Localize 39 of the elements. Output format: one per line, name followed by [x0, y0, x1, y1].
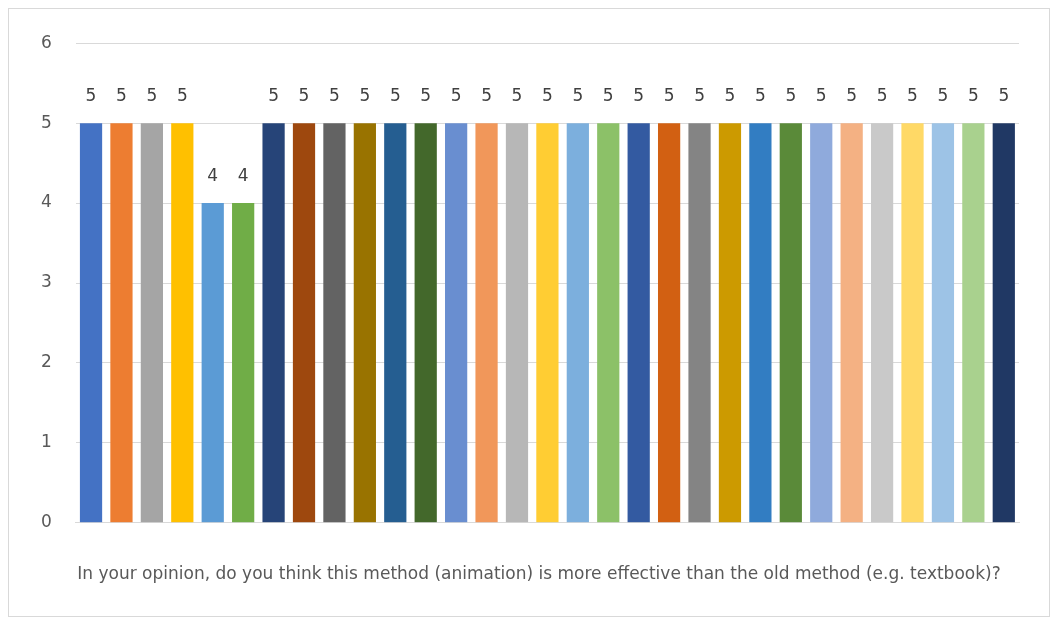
- y-tick-label: 6: [40, 31, 52, 52]
- y-tick-label: 2: [40, 351, 52, 372]
- data-label: 5: [511, 85, 523, 106]
- data-label: 5: [481, 85, 492, 106]
- data-label: 5: [907, 85, 918, 106]
- y-tick-label: 5: [40, 111, 52, 132]
- data-label: 5: [785, 85, 797, 106]
- data-label: 5: [85, 85, 97, 106]
- data-label: 5: [602, 85, 614, 106]
- data-label: 5: [146, 85, 158, 106]
- data-label: 5: [998, 85, 1010, 106]
- data-label: 5: [876, 85, 888, 106]
- data-label: 5: [268, 85, 279, 106]
- data-label: 5: [359, 85, 371, 106]
- data-label: 4: [237, 164, 249, 185]
- data-label: 5: [572, 85, 584, 106]
- data-label: 5: [116, 85, 127, 106]
- y-tick-label: 1: [40, 431, 52, 452]
- data-label: 5: [329, 85, 340, 106]
- data-label: 5: [754, 85, 766, 106]
- data-label: 5: [389, 85, 401, 106]
- data-label: 5: [663, 85, 675, 106]
- data-label: 5: [633, 85, 645, 106]
- data-label: 5: [450, 85, 462, 106]
- y-tick-label: 0: [40, 511, 52, 532]
- data-label: 5: [846, 85, 858, 106]
- data-label: 5: [694, 85, 705, 106]
- data-label: 5: [298, 85, 310, 106]
- data-label: 5: [967, 85, 979, 106]
- y-tick-label: 4: [40, 191, 52, 212]
- y-tick-label: 3: [40, 271, 52, 292]
- data-label: 5: [815, 85, 827, 106]
- data-label: 4: [207, 164, 219, 185]
- data-label: 5: [176, 85, 188, 106]
- data-label: 5: [937, 85, 949, 106]
- data-label: 5: [420, 85, 432, 106]
- data-label: 5: [724, 85, 736, 106]
- x-axis-title: In your opinion, do you think this method (animation) is more effective than the old method (e.g. textbook)?: [76, 562, 1002, 585]
- data-label: 5: [541, 85, 553, 106]
